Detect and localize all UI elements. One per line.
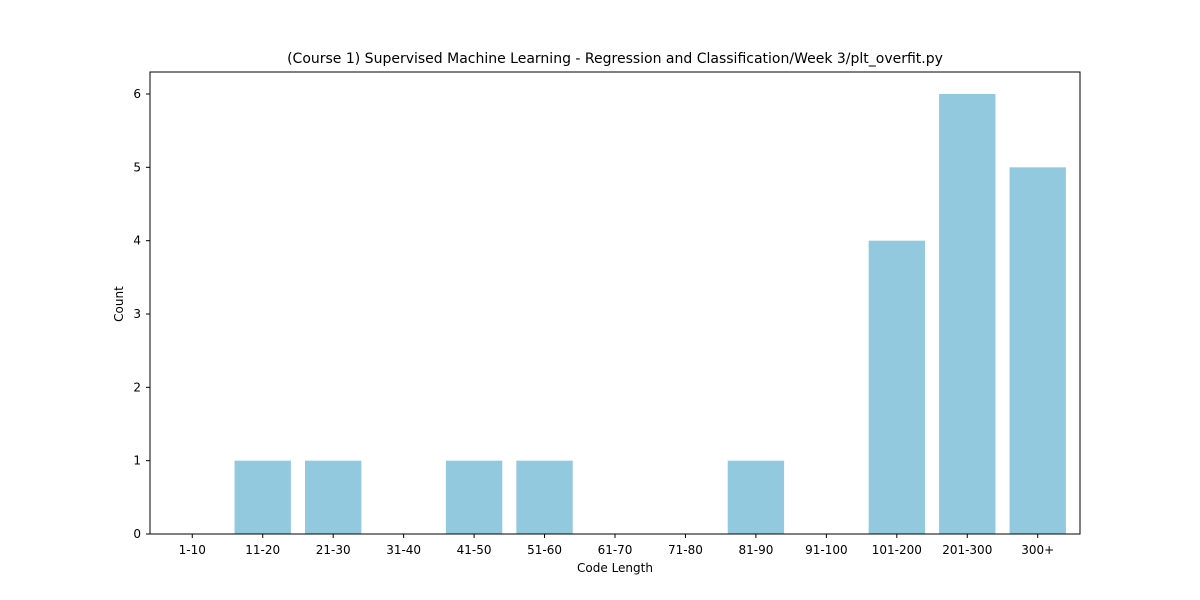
x-tick-label: 101-200 — [872, 543, 922, 557]
x-tick-label: 21-30 — [316, 543, 351, 557]
x-tick-label: 300+ — [1021, 543, 1054, 557]
x-tick-label: 201-300 — [942, 543, 992, 557]
bar-81-90 — [727, 460, 785, 534]
chart-title: (Course 1) Supervised Machine Learning -… — [287, 51, 943, 67]
y-tick-label: 3 — [133, 307, 141, 321]
y-axis-ticks: 0 1 2 3 4 5 6 — [133, 87, 150, 541]
x-tick-label: 61-70 — [598, 543, 633, 557]
x-tick-label: 1-10 — [179, 543, 206, 557]
x-tick-label: 31-40 — [386, 543, 421, 557]
y-axis-label: Count — [112, 286, 126, 322]
y-tick-label: 4 — [133, 234, 141, 248]
y-tick-label: 2 — [133, 380, 141, 394]
bars-group — [234, 94, 1066, 535]
x-axis-label: Code Length — [577, 561, 653, 575]
bar-101-200 — [868, 240, 925, 534]
y-tick-label: 6 — [133, 87, 141, 101]
x-tick-label: 91-100 — [805, 543, 848, 557]
x-tick-label: 71-80 — [668, 543, 703, 557]
bar-11-20 — [234, 460, 291, 534]
x-tick-label: 51-60 — [527, 543, 562, 557]
y-tick-label: 1 — [133, 454, 141, 468]
y-tick-label: 5 — [133, 160, 141, 174]
x-axis-ticks: 1-10 11-20 21-30 31-40 41-50 51-60 61-70 71-80 8… — [179, 534, 1054, 557]
bar-51-60 — [516, 460, 573, 534]
bar-201-300 — [939, 94, 996, 534]
bar-21-30 — [305, 460, 362, 534]
x-tick-label: 81-90 — [738, 543, 773, 557]
x-tick-label: 41-50 — [457, 543, 492, 557]
x-tick-label: 11-20 — [245, 543, 280, 557]
bar-300+ — [1009, 167, 1066, 535]
plot-frame — [149, 71, 1081, 535]
y-tick-label: 0 — [133, 527, 141, 541]
bar-41-50 — [445, 460, 503, 534]
